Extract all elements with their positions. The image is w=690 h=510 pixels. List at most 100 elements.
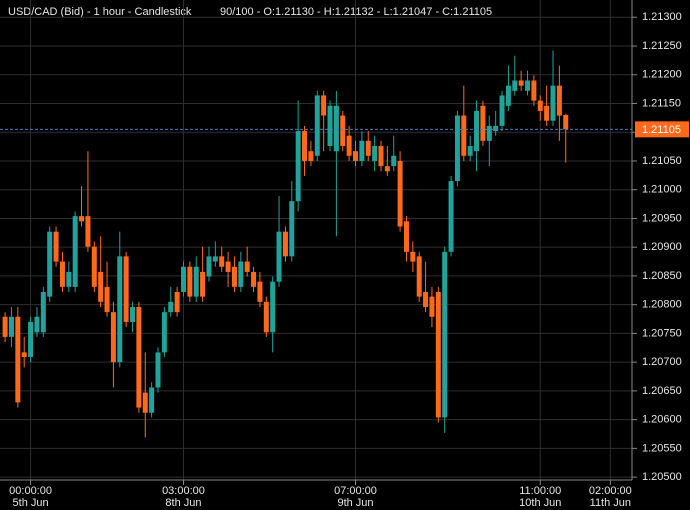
x-tick-date: 9th Jun: [337, 497, 373, 509]
candle-body: [212, 256, 218, 262]
candle-body: [391, 155, 397, 167]
candle-body: [136, 306, 142, 408]
candle-body: [47, 231, 53, 297]
candle-body: [467, 146, 473, 156]
candle-body: [168, 301, 174, 313]
candle-body: [518, 80, 524, 86]
candle-body: [219, 256, 225, 267]
candle-body: [308, 151, 314, 161]
last-price-label: 1.21105: [642, 124, 681, 136]
x-tick-label: 02:00:00: [589, 485, 632, 497]
x-tick-date: 8th Jun: [165, 497, 201, 509]
candle-body: [263, 301, 269, 333]
candle-body: [544, 105, 550, 121]
candle-body: [486, 125, 492, 141]
candle-body: [550, 85, 556, 121]
ohlc-readout: 90/100 - O:1.21130 - H:1.21132 - L:1.210…: [220, 6, 492, 18]
y-tick-label: 1.20900: [642, 241, 682, 253]
candle-body: [372, 146, 378, 161]
x-tick-label: 11:00:00: [519, 485, 561, 497]
candle-body: [21, 352, 27, 357]
x-tick-date: 10th Jun: [519, 497, 561, 509]
candle-body: [397, 160, 403, 227]
candle-body: [505, 85, 511, 106]
candle-body: [149, 387, 155, 413]
candle-body: [282, 231, 288, 257]
candle-body: [410, 251, 416, 262]
x-tick-label: 03:00:00: [162, 485, 205, 497]
candle-body: [384, 166, 390, 172]
candle-body: [200, 271, 206, 297]
y-tick-label: 1.20500: [642, 471, 682, 483]
candle-body: [346, 135, 352, 156]
candle-body: [231, 266, 237, 287]
candle-body: [187, 266, 193, 297]
candle-body: [353, 151, 358, 161]
candle-body: [480, 105, 486, 141]
candle-body: [321, 95, 327, 116]
candle-body: [333, 105, 339, 152]
x-tick-label: 07:00:00: [334, 485, 377, 497]
candle-body: [59, 261, 65, 287]
candle-body: [270, 281, 276, 333]
candle-body: [180, 266, 186, 293]
candle-body: [161, 312, 167, 353]
y-tick-label: 1.21050: [642, 155, 682, 167]
y-tick-label: 1.20700: [642, 356, 682, 368]
candle-body: [563, 114, 569, 130]
candle-body: [79, 216, 85, 222]
candle-body: [378, 146, 384, 167]
candle-body: [454, 115, 460, 182]
y-tick-label: 1.20800: [642, 299, 682, 311]
candle-body: [403, 221, 409, 252]
candle-body: [238, 261, 244, 287]
candle-body: [327, 105, 333, 147]
candle-body: [423, 292, 429, 307]
candle-body: [15, 316, 21, 403]
candle-body: [91, 246, 97, 287]
candle-body: [556, 85, 562, 116]
candle-body: [531, 80, 537, 101]
candle-body: [142, 392, 148, 413]
candle-body: [295, 131, 301, 202]
chart-title: USD/CAD (Bid) - 1 hour - Candlestick: [8, 6, 192, 18]
candle-body: [276, 231, 282, 282]
candle-body: [98, 271, 104, 302]
candle-body: [34, 316, 40, 333]
candle-body: [155, 352, 161, 388]
y-tick-label: 1.21150: [642, 97, 681, 109]
candle-body: [110, 312, 116, 363]
y-tick-label: 1.21300: [642, 11, 682, 23]
candle-body: [429, 296, 435, 317]
candle-body: [206, 256, 212, 277]
candle-body: [53, 231, 59, 262]
candle-body: [117, 256, 123, 363]
candle-body: [493, 125, 499, 132]
candle-body: [359, 140, 365, 161]
y-tick-label: 1.20600: [642, 414, 682, 426]
candle-body: [512, 80, 518, 91]
y-tick-label: 1.21250: [642, 40, 682, 52]
y-tick-label: 1.20650: [642, 385, 682, 397]
candle-body: [104, 286, 110, 313]
candle-body: [416, 256, 422, 297]
candle-body: [314, 95, 320, 156]
candle-body: [225, 261, 231, 272]
y-tick-label: 1.20950: [642, 212, 682, 224]
candle-body: [537, 100, 543, 111]
candle-body: [448, 181, 454, 252]
candle-body: [257, 281, 263, 302]
candle-body: [525, 80, 531, 91]
candle-body: [289, 201, 295, 257]
candle-body: [174, 292, 180, 313]
candle-body: [474, 110, 480, 152]
candle-body: [499, 95, 505, 126]
candle-body: [340, 115, 346, 147]
candle-body: [461, 115, 467, 156]
candle-body: [365, 140, 371, 156]
plot: [0, 0, 632, 480]
candle-body: [66, 271, 72, 287]
candle-body: [442, 251, 448, 418]
